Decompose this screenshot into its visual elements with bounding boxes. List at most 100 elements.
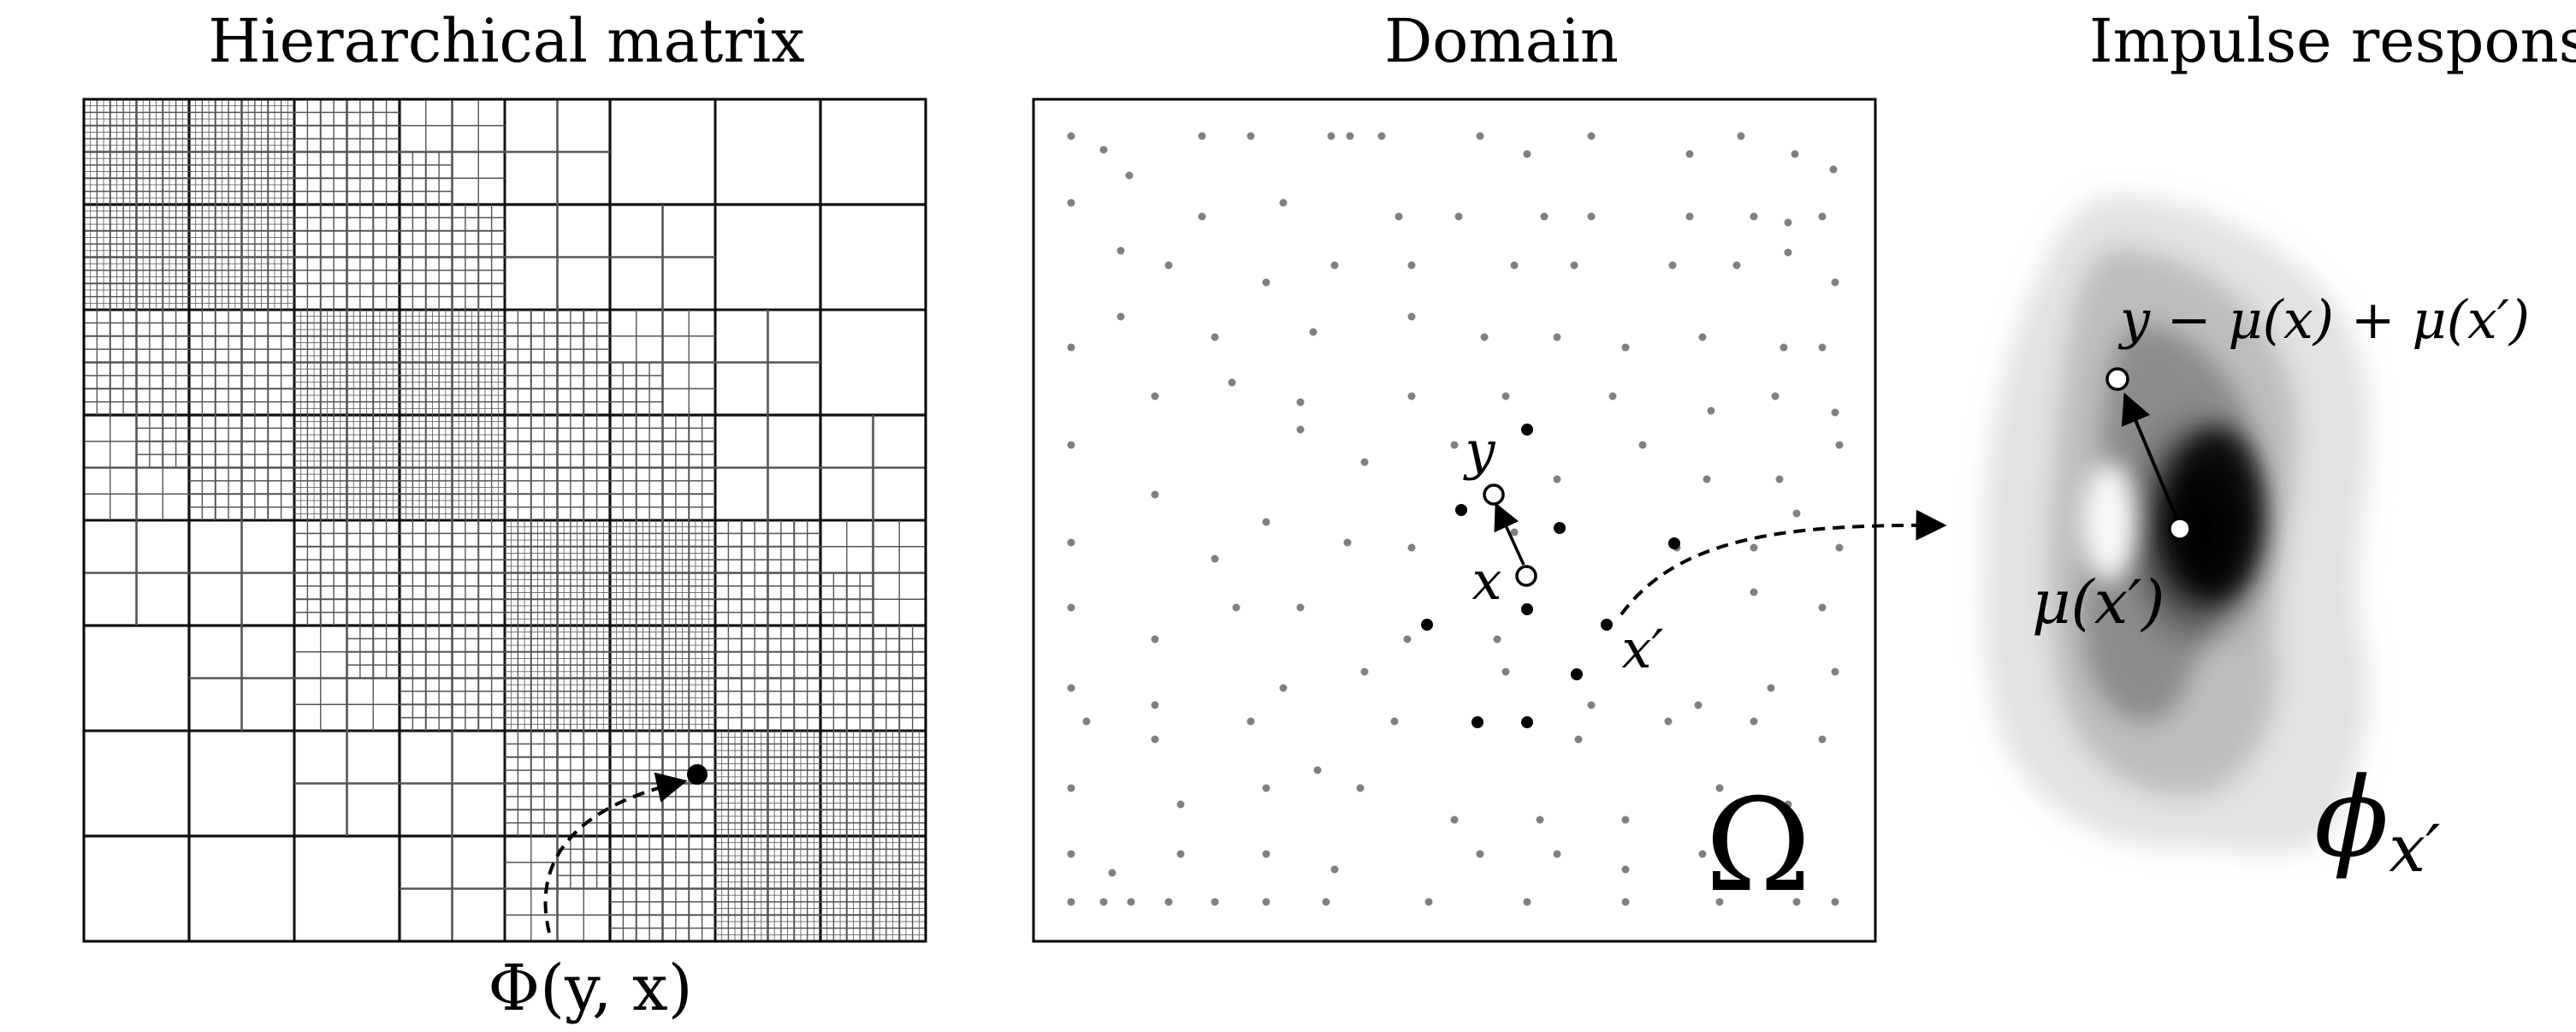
hmatrix-title: Hierarchical matrix [208,6,804,76]
sample-point [1067,784,1075,792]
sample-point [1685,212,1694,221]
sample-point [1750,212,1758,221]
sample-point [1407,261,1416,270]
sample-point [1621,343,1630,352]
sample-point [1125,171,1134,180]
sample-point [1818,212,1827,221]
sample-point [1390,717,1399,726]
sample-point [1784,218,1792,227]
sample-point [1668,261,1677,270]
sample-point [1067,898,1075,906]
sample-point [1715,784,1724,792]
sample-point [1279,684,1288,692]
hmatrix-kernel-arrow [543,772,688,934]
impulse-title: Impulse response [2089,6,2576,76]
sample-point [1775,475,1784,483]
sample-point [1750,588,1758,596]
sample-point [1707,406,1715,415]
sample-point [1587,212,1596,221]
sample-point [1835,441,1844,449]
sample-point [1211,333,1219,341]
sample-point [1356,784,1365,792]
sample-point [1818,735,1827,744]
neighbor-point [1571,668,1583,680]
sample-point [1343,538,1352,547]
sample-point [1262,518,1270,526]
hmatrix-blocks [84,99,926,941]
label-x-prime: x′ [1621,618,1663,680]
sample-point [1176,800,1185,809]
sample-point [1151,735,1159,744]
sample-point [1831,408,1839,417]
sample-point [1407,312,1416,321]
sample-point [1067,538,1075,547]
sample-point [1587,701,1596,709]
sample-point [1638,441,1647,449]
sample-point [1232,603,1241,612]
sample-point [1228,378,1236,387]
sample-point [1792,898,1801,906]
sample-point [1211,898,1219,906]
shift-arrow [2121,392,2180,523]
sample-point [1732,261,1741,270]
sample-point [1296,398,1305,406]
sample-point [1450,441,1459,449]
sample-point [1480,333,1489,341]
sample-point [1116,312,1125,321]
neighbor-point [1521,603,1533,615]
sample-point [1395,212,1403,221]
label-omega: Ω [1705,772,1811,921]
sample-point [1570,261,1578,270]
sample-point [1685,150,1694,158]
sample-point [1424,898,1433,906]
sample-point [1818,603,1827,612]
sample-point [1067,850,1075,858]
hmatrix-entry-dot [687,764,708,785]
sample-point [1407,543,1416,552]
neighbor-point [1668,537,1680,549]
neighbor-point [1521,716,1533,728]
neighbor-point [1521,424,1533,436]
sample-point [1831,667,1839,676]
label-x: x [1472,549,1502,612]
sample-point [1694,701,1703,709]
sample-point [1831,278,1839,287]
sample-point [1553,333,1561,341]
sample-point [1330,865,1339,874]
domain-to-impulse-arrow [1620,509,1947,616]
sample-point [1262,784,1270,792]
neighbor-points [1421,424,1680,728]
sample-point [1784,800,1792,809]
sample-point [1247,132,1255,140]
sample-point [1403,635,1412,644]
sample-point [1818,343,1827,352]
sample-point [1082,717,1091,726]
sample-point [1454,212,1463,221]
sample-point [1211,555,1219,563]
hmatrix-border [82,98,927,943]
sample-point [1510,261,1519,270]
sample-point [1262,850,1270,858]
sample-point [1067,199,1075,207]
sample-point [1067,603,1075,612]
sample-point [1330,261,1339,270]
kernel-label: Φ(y, x) [488,952,692,1025]
label-phi-x-prime: ϕx′ [2314,755,2440,887]
point-y [1483,483,1505,506]
sample-point [1501,392,1510,400]
sample-point [1346,132,1354,140]
point-x-prime [1601,619,1613,631]
domain-border [1032,98,1877,943]
sample-point [1296,603,1305,612]
sample-point [1608,392,1617,400]
sample-point [1784,248,1792,257]
sample-point [1262,278,1270,287]
sample-point [1621,898,1630,906]
sample-point [1835,543,1844,552]
sample-point [1703,475,1711,483]
sample-point [1493,635,1501,644]
sample-point [1313,766,1322,774]
sample-point [1792,509,1801,518]
sample-point [1540,212,1549,221]
sample-point [1621,816,1630,824]
